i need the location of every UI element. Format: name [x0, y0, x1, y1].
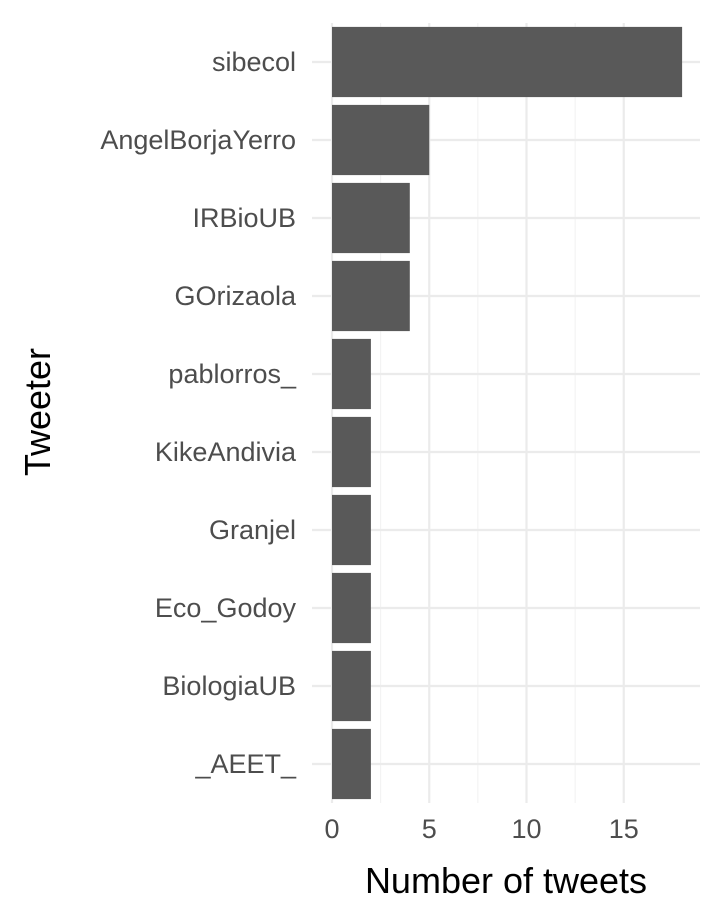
- bar-angelborjayerro: [332, 104, 430, 176]
- y-tick-label: sibecol: [212, 47, 296, 77]
- bar-granjel: [332, 494, 371, 566]
- y-tick-label: Eco_Godoy: [155, 593, 297, 623]
- y-tick-label: Granjel: [209, 515, 296, 545]
- y-axis-title: Tweeter: [17, 348, 58, 476]
- y-tick-label: _AEET_: [194, 749, 297, 779]
- bar-kikeandivia: [332, 416, 371, 488]
- bar-gorizaola: [332, 260, 410, 332]
- x-tick-label: 0: [324, 814, 339, 844]
- bars-layer: [332, 26, 683, 800]
- y-tick-label: pablorros_: [168, 359, 297, 389]
- bar-irbioub: [332, 182, 410, 254]
- y-tick-label: IRBioUB: [192, 203, 296, 233]
- x-tick-label: 10: [511, 814, 541, 844]
- bar-pablorros: [332, 338, 371, 410]
- x-tick-label: 15: [609, 814, 639, 844]
- y-axis-tick-labels: sibecol AngelBorjaYerro IRBioUB GOrizaola pa…: [100, 47, 297, 779]
- x-axis-title: Number of tweets: [365, 860, 647, 901]
- bar-biologiaub: [332, 650, 371, 722]
- x-axis-tick-labels: 0 5 10 15: [324, 814, 638, 844]
- y-tick-label: GOrizaola: [174, 281, 297, 311]
- bar-aeet: [332, 728, 371, 800]
- y-tick-label: BiologiaUB: [162, 671, 296, 701]
- bar-sibecol: [332, 26, 683, 98]
- x-tick-label: 5: [422, 814, 437, 844]
- y-tick-label: AngelBorjaYerro: [100, 125, 296, 155]
- bar-eco-godoy: [332, 572, 371, 644]
- y-tick-label: KikeAndivia: [155, 437, 297, 467]
